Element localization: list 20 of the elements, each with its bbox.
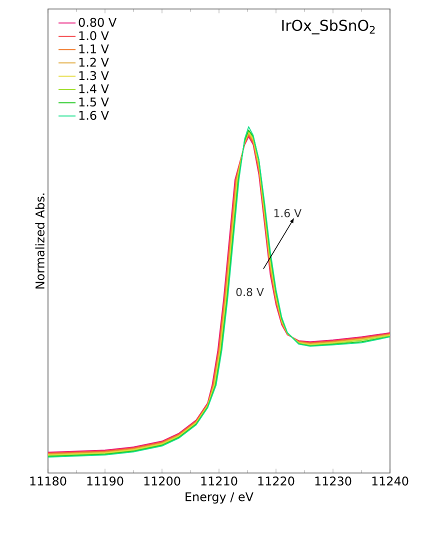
x-tick-label: 11200: [144, 476, 180, 486]
legend-label: 1.6 V: [79, 110, 109, 120]
x-tick-label: 11190: [87, 476, 124, 486]
x-tick-label: 11240: [372, 476, 408, 486]
annotation: 1.6 V: [274, 209, 302, 218]
chart-title: IrOx_SbSnO$_{2}$: [282, 19, 375, 34]
annotation: 0.8 V: [236, 288, 264, 296]
legend-label: 1.2 V: [79, 58, 109, 67]
legend-label: 1.0 V: [79, 31, 109, 40]
x-tick-label: 11220: [258, 476, 294, 486]
x-axis-title: Energy / eV: [186, 492, 254, 504]
x-tick-label: 11180: [30, 476, 66, 486]
legend-label: 1.3 V: [79, 71, 109, 80]
legend-label: 0.80 V: [78, 18, 117, 27]
x-tick-label: 11230: [315, 476, 352, 486]
legend-label: 1.4 V: [79, 84, 109, 94]
legend-label: 1.5 V: [79, 98, 109, 107]
legend-label: 1.1 V: [79, 44, 109, 54]
y-axis-title: Normalized Abs.: [35, 194, 44, 289]
x-tick-label: 11210: [201, 476, 238, 486]
